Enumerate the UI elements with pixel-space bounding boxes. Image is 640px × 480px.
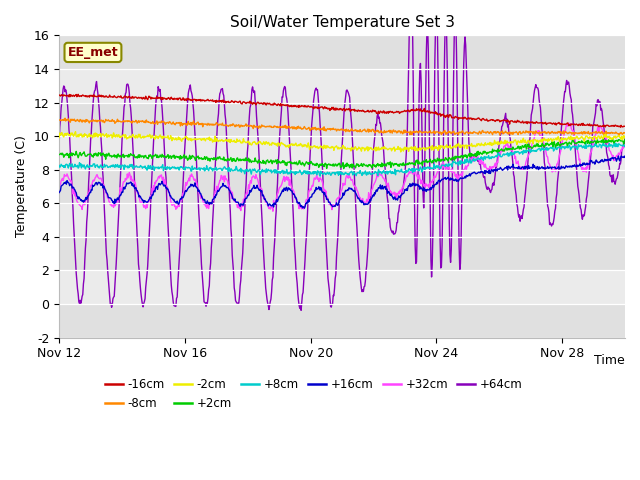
Y-axis label: Temperature (C): Temperature (C) [15, 135, 28, 238]
Bar [59, 36, 625, 69]
Text: Time: Time [595, 354, 625, 367]
Bar [59, 203, 625, 237]
Legend: -16cm, -8cm, -2cm, +2cm, +8cm, +16cm, +32cm, +64cm: -16cm, -8cm, -2cm, +2cm, +8cm, +16cm, +3… [100, 374, 527, 415]
Bar [59, 69, 625, 103]
Title: Soil/Water Temperature Set 3: Soil/Water Temperature Set 3 [230, 15, 454, 30]
Bar [59, 304, 625, 337]
Bar [59, 237, 625, 270]
Bar [59, 136, 625, 169]
Bar [59, 169, 625, 203]
Text: EE_met: EE_met [68, 46, 118, 59]
Bar [59, 270, 625, 304]
Bar [59, 103, 625, 136]
